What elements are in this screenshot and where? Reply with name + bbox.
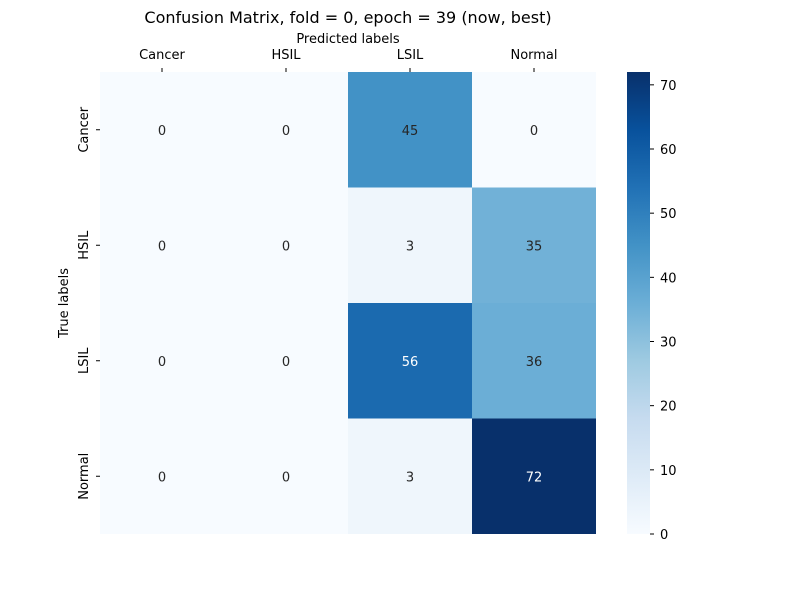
- heatmap-cell-0-0: [100, 72, 224, 188]
- cell-value-label-3-3: 72: [526, 470, 543, 485]
- cell-value-label-0-3: 0: [530, 124, 538, 139]
- cell-value-label-2-0: 0: [158, 355, 166, 370]
- cell-value-label-2-3: 36: [526, 355, 543, 370]
- y-tick-label-2: LSIL: [77, 347, 92, 374]
- cell-value-label-3-2: 3: [406, 470, 414, 485]
- x-tick-label-2: LSIL: [397, 48, 424, 63]
- heatmap-cell-1-1: [224, 187, 348, 303]
- chart-title: Confusion Matrix, fold = 0, epoch = 39 (…: [144, 8, 551, 27]
- y-tick-label-3: Normal: [77, 453, 92, 500]
- x-tick-label-0: Cancer: [139, 48, 185, 63]
- cell-value-label-1-0: 0: [158, 239, 166, 254]
- x-axis-ticks: Cancer HSIL LSIL Normal: [139, 48, 558, 72]
- cell-value-label-2-2: 56: [402, 355, 419, 370]
- y-axis-label: True labels: [57, 268, 72, 339]
- cell-value-label-1-3: 35: [526, 239, 543, 254]
- heatmap-cell-1-0: [100, 187, 224, 303]
- heatmap-cell-1-2: [348, 187, 472, 303]
- heatmap-cells: 0 0 45 0 0 0 3 35 0 0 56 36 0 0 3 72: [100, 72, 596, 534]
- colorbar-tick-label-3: 30: [660, 336, 677, 351]
- colorbar-tick-label-5: 50: [660, 207, 677, 222]
- heatmap-cell-0-2: [348, 72, 472, 188]
- heatmap-cell-0-1: [224, 72, 348, 188]
- y-axis-ticks: Cancer HSIL LSIL Normal: [77, 106, 100, 500]
- x-tick-label-1: HSIL: [271, 48, 301, 63]
- colorbar-tick-label-1: 10: [660, 464, 677, 479]
- heatmap-cell-2-1: [224, 303, 348, 419]
- colorbar-tick-label-7: 70: [660, 79, 677, 94]
- heatmap-cell-3-1: [224, 418, 348, 534]
- heatmap-cell-3-2: [348, 418, 472, 534]
- cell-value-label-3-0: 0: [158, 470, 166, 485]
- cell-value-label-0-1: 0: [282, 124, 290, 139]
- heatmap-cell-2-2: [348, 303, 472, 419]
- colorbar-tick-label-2: 20: [660, 400, 677, 415]
- cell-value-label-1-1: 0: [282, 239, 290, 254]
- colorbar-ticks: 0 10 20 30 40 50 60 70: [650, 79, 677, 543]
- colorbar: [627, 72, 650, 534]
- heatmap-cell-2-3: [472, 303, 596, 419]
- y-tick-label-1: HSIL: [77, 230, 92, 260]
- cell-value-label-0-2: 45: [402, 124, 419, 139]
- cell-value-label-1-2: 3: [406, 239, 414, 254]
- x-axis-label: Predicted labels: [296, 32, 400, 47]
- heatmap-cell-1-3: [472, 187, 596, 303]
- colorbar-tick-label-4: 40: [660, 271, 677, 286]
- colorbar-tick-label-0: 0: [660, 528, 668, 543]
- cell-value-label-3-1: 0: [282, 470, 290, 485]
- heatmap-cell-3-0: [100, 418, 224, 534]
- heatmap-cell-2-0: [100, 303, 224, 419]
- cell-value-label-0-0: 0: [158, 124, 166, 139]
- heatmap-cell-3-3: [472, 418, 596, 534]
- y-tick-label-0: Cancer: [77, 106, 92, 152]
- cell-value-label-2-1: 0: [282, 355, 290, 370]
- x-tick-label-3: Normal: [510, 48, 557, 63]
- heatmap-cell-0-3: [472, 72, 596, 188]
- colorbar-tick-label-6: 60: [660, 143, 677, 158]
